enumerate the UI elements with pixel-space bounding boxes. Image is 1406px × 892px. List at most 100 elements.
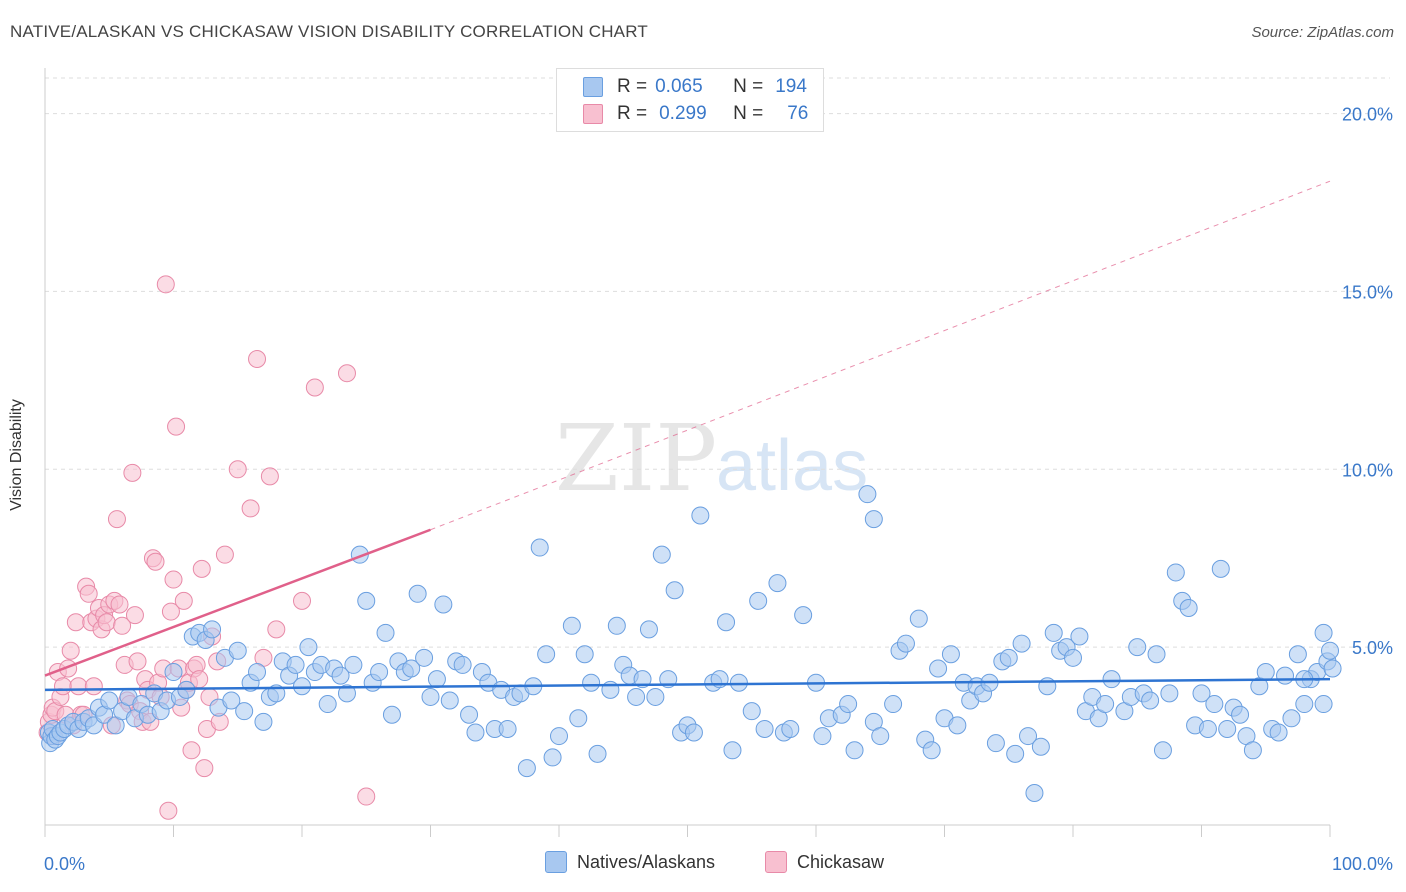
natives-point: [543, 748, 562, 767]
natives-point: [222, 691, 241, 710]
natives-point: [1019, 727, 1038, 746]
natives-point: [1282, 709, 1301, 728]
legend-n-value: 76: [787, 103, 809, 124]
chickasaw-point: [305, 378, 324, 397]
natives-point: [1147, 645, 1166, 664]
natives-point: [999, 648, 1018, 667]
natives-point: [1044, 623, 1063, 642]
natives-point: [1256, 663, 1275, 682]
chickasaw-point: [128, 652, 147, 671]
natives-point: [1031, 737, 1050, 756]
chickasaw-point: [174, 591, 193, 610]
natives-point: [845, 741, 864, 760]
watermark-atlas: atlas: [716, 426, 868, 506]
natives-point: [1128, 638, 1147, 657]
natives-point: [331, 666, 350, 685]
natives-point: [370, 663, 389, 682]
source-credit: Source: ZipAtlas.com: [1251, 24, 1394, 41]
natives-point: [1160, 684, 1179, 703]
natives-point: [498, 719, 517, 738]
legend-item-natives[interactable]: Natives/Alaskans: [545, 851, 715, 873]
chickasaw-point: [164, 570, 183, 589]
chickasaw-point: [337, 364, 356, 383]
axes: [44, 68, 1331, 837]
natives-point: [402, 659, 421, 678]
natives-point: [1288, 645, 1307, 664]
natives-point: [839, 695, 858, 714]
natives-point: [1096, 695, 1115, 714]
natives-point: [1321, 641, 1339, 660]
natives-point: [813, 727, 832, 746]
natives-point: [742, 702, 761, 721]
natives-point: [729, 673, 748, 692]
natives-point: [1179, 599, 1198, 618]
natives-point: [1012, 634, 1031, 653]
tick-labels: 5.0% 10.0% 15.0% 20.0% 0.0% 100.0%: [44, 105, 1393, 874]
natives-point: [794, 606, 813, 625]
natives-point: [440, 691, 459, 710]
natives-point: [909, 609, 928, 628]
legend-swatch-pink: [765, 851, 787, 873]
natives-point: [376, 623, 395, 642]
legend-item-chickasaw[interactable]: Chickasaw: [765, 851, 884, 873]
natives-point: [100, 691, 119, 710]
natives-point: [203, 620, 222, 639]
stats-legend: R = 0.065 N = 194 R = 0.299 N = 76: [556, 68, 824, 132]
natives-point: [1243, 741, 1262, 760]
chickasaw-point: [228, 460, 247, 479]
natives-point: [228, 641, 247, 660]
natives-point: [1141, 691, 1160, 710]
chickasaw-point: [69, 677, 88, 696]
natives-point: [537, 645, 556, 664]
natives-point: [1269, 723, 1288, 742]
natives-point: [254, 712, 273, 731]
natives-point: [562, 616, 581, 635]
natives-point: [337, 684, 356, 703]
legend-label-natives: Natives/Alaskans: [577, 851, 716, 872]
legend-r-value: 0.299: [659, 103, 707, 124]
natives-point: [1314, 623, 1333, 642]
chickasaw-point: [156, 275, 175, 294]
y-tick-label: 10.0%: [1342, 460, 1393, 480]
natives-point: [1192, 684, 1211, 703]
chickasaw-point: [97, 613, 116, 632]
chickasaw-point: [195, 759, 214, 778]
natives-point: [550, 727, 568, 746]
natives-point: [652, 545, 671, 564]
gridlines: [45, 77, 1390, 648]
natives-trend-line: [44, 677, 1331, 692]
legend-row-chickasaw: R = 0.299 N = 76: [583, 102, 808, 126]
natives-point: [684, 723, 703, 742]
chickasaw-point: [61, 641, 80, 660]
natives-point: [607, 616, 626, 635]
trend-lines: [44, 180, 1331, 692]
chart-title: NATIVE/ALASKAN VS CHICKASAW VISION DISAB…: [10, 22, 648, 41]
natives-point: [427, 670, 446, 689]
natives-point: [922, 741, 941, 760]
natives-point: [453, 655, 472, 674]
natives-point: [357, 591, 376, 610]
natives-point: [858, 485, 877, 504]
natives-point: [755, 719, 774, 738]
natives-point: [1231, 705, 1250, 724]
natives-point: [884, 695, 903, 714]
legend-swatch-pink: [583, 104, 603, 124]
natives-point: [1314, 695, 1333, 714]
natives-point: [864, 510, 883, 529]
natives-point: [382, 705, 401, 724]
natives-point: [1211, 559, 1230, 578]
chickasaw-point: [110, 595, 129, 614]
natives-point: [1153, 741, 1172, 760]
natives-points: [39, 485, 1342, 802]
natives-point: [1025, 783, 1044, 802]
natives-point: [318, 695, 337, 714]
chickasaw-point: [248, 350, 267, 369]
x-tick-label-max: 100.0%: [1332, 854, 1393, 874]
natives-point: [871, 727, 890, 746]
chickasaw-point: [107, 510, 126, 529]
natives-point: [1295, 695, 1314, 714]
chickasaw-points: [38, 275, 376, 820]
y-tick-label: 5.0%: [1352, 638, 1393, 658]
chickasaw-point: [260, 467, 279, 486]
watermark-zip: ZIP: [555, 405, 717, 512]
